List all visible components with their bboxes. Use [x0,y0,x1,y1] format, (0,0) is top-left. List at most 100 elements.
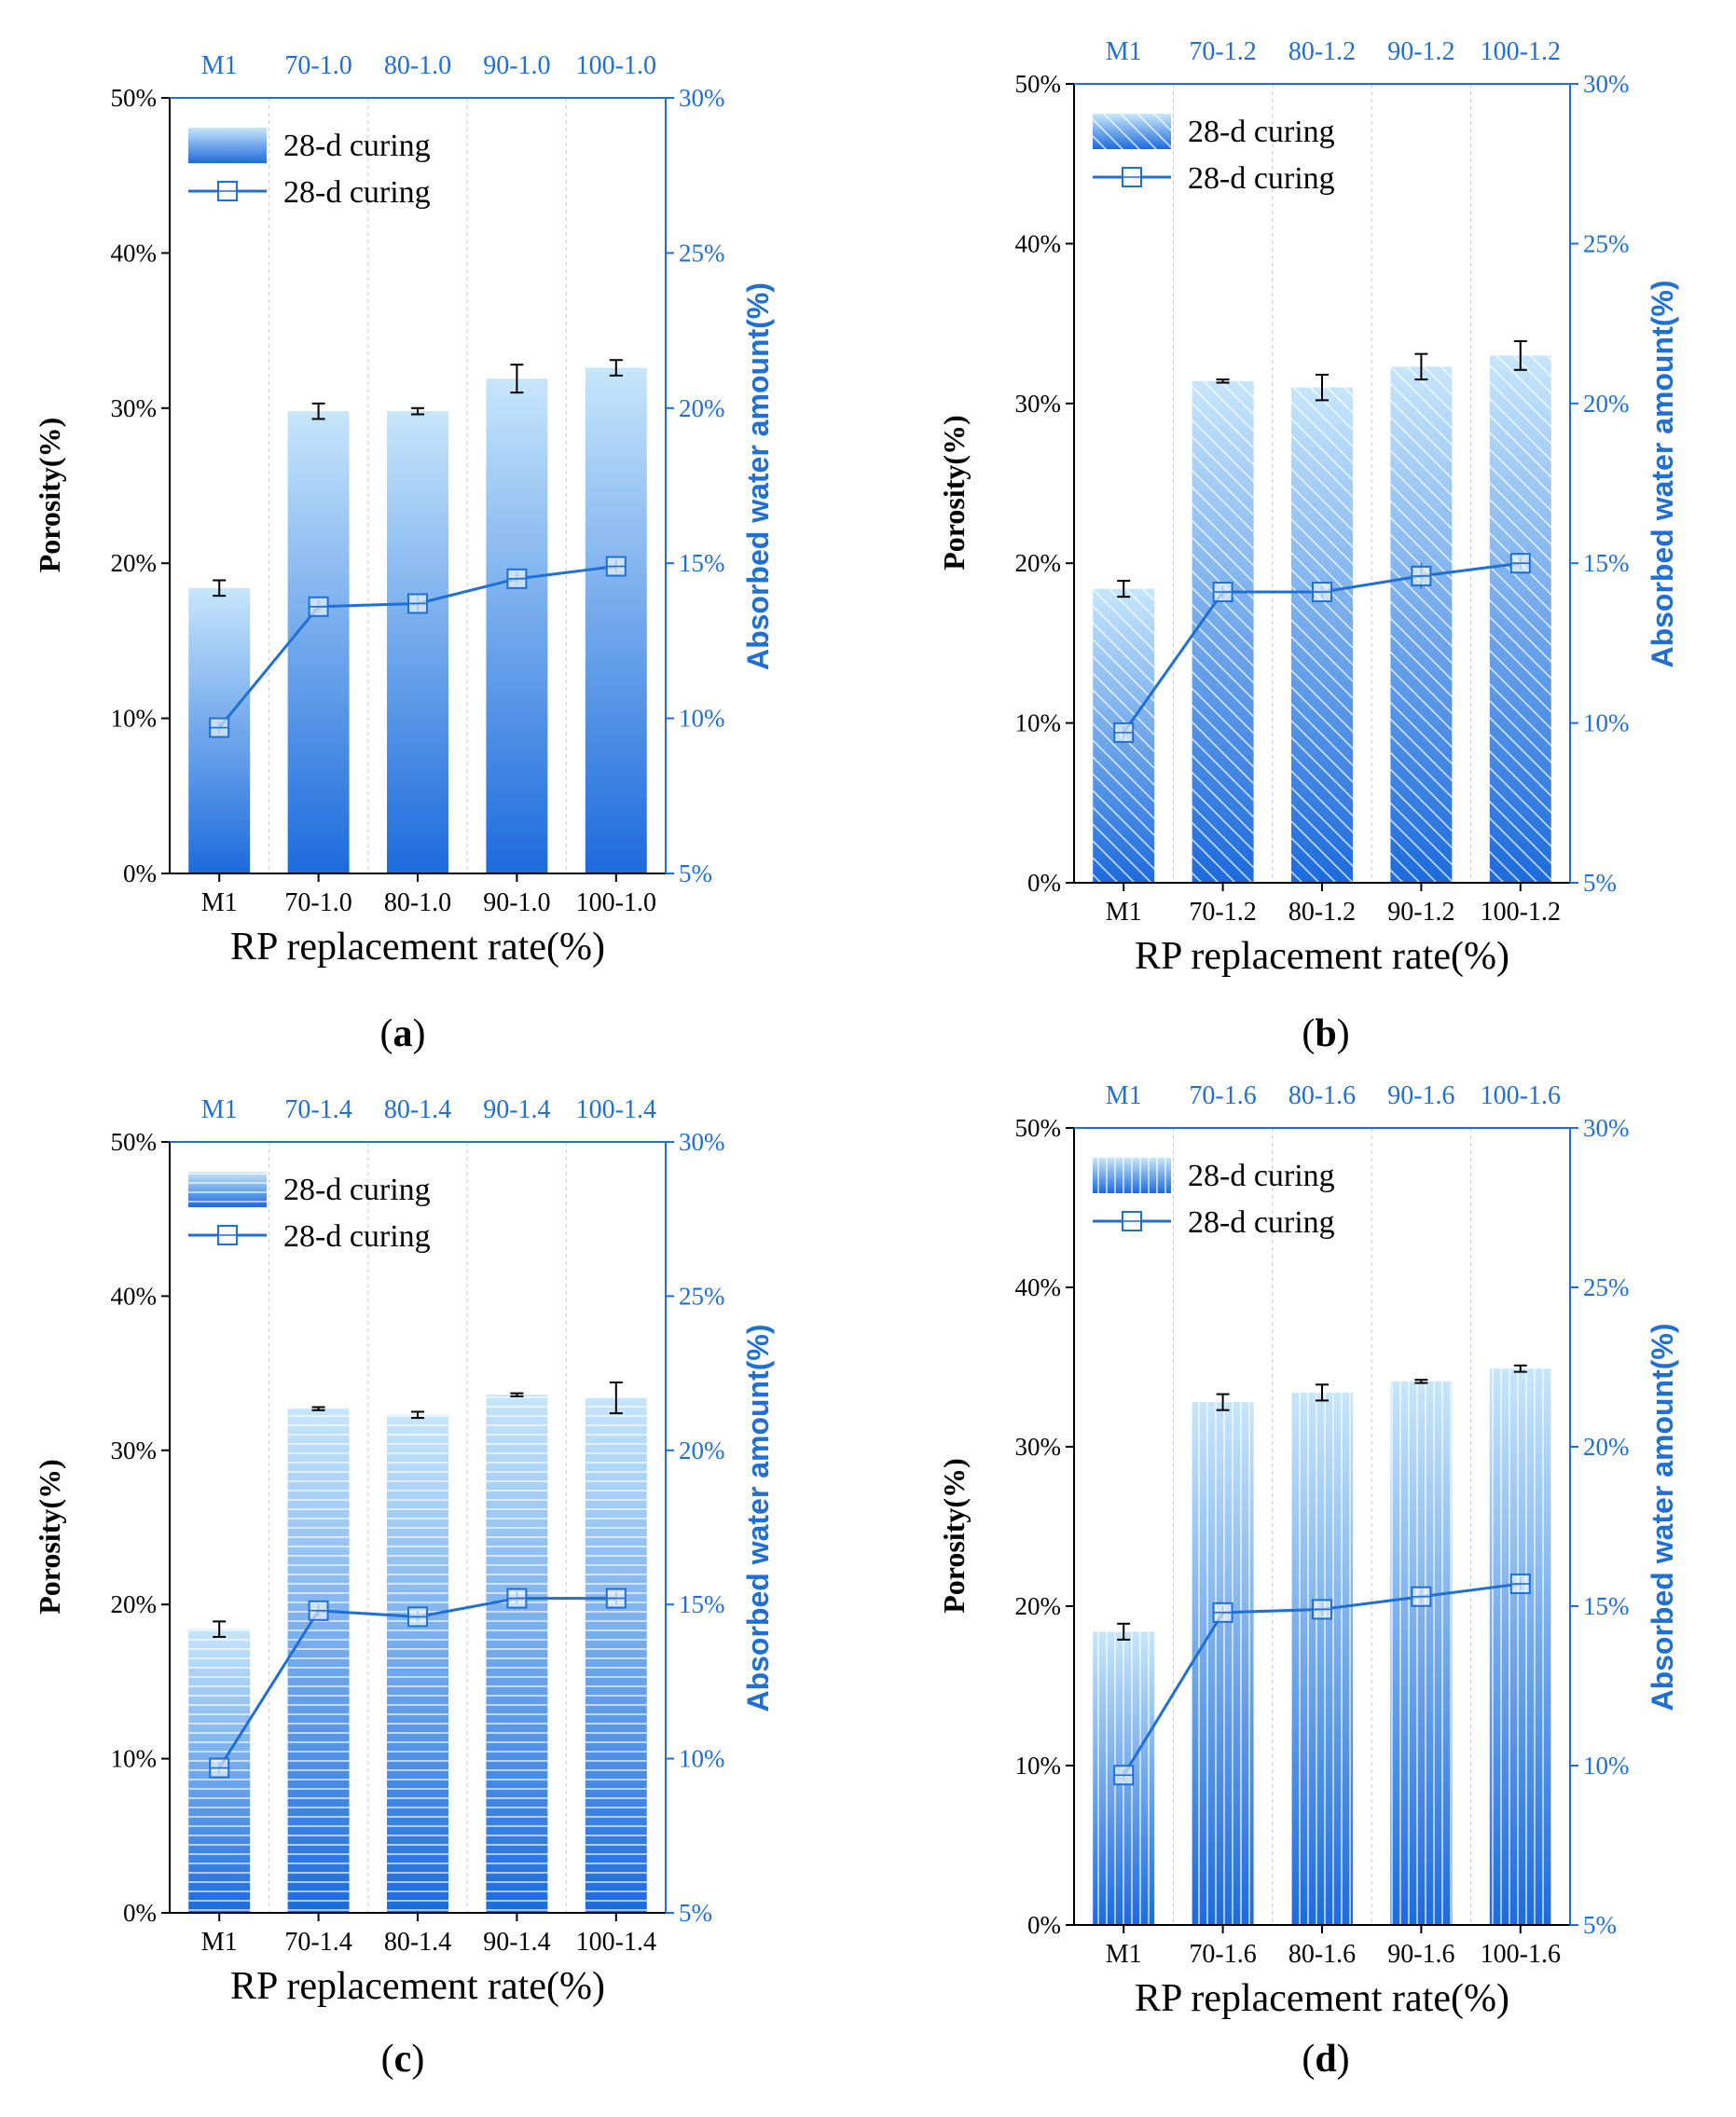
bar-90-1.0 [486,378,548,874]
left-tick-label: 0% [123,859,157,887]
right-tick-label: 15% [679,1590,725,1618]
right-tick-label: 30% [1583,70,1630,98]
bottom-category-label: 100-1.2 [1481,898,1561,927]
chart-panel-c: 0% 10% 20% 30% 40% 50% 5% 10% 15% 20% 25% 30% M1 M1 70… [33,1095,775,2008]
bottom-category-label: 90-1.2 [1387,898,1454,927]
bottom-category-label: 80-1.2 [1288,898,1356,927]
bottom-category-label: 70-1.6 [1189,1940,1256,1969]
top-category-label: M1 [1106,37,1142,66]
panel-caption-d: (d) [1302,2038,1350,2081]
bar-pattern-overlay [1489,355,1551,883]
left-tick-label: 50% [1015,70,1062,98]
left-tick-label: 20% [1015,1592,1062,1620]
top-category-label: 70-1.6 [1189,1081,1256,1110]
left-tick-label: 10% [111,705,158,733]
top-category-label: 80-1.0 [384,51,451,80]
bottom-category-label: 70-1.4 [284,1928,351,1957]
bar-pattern-overlay [1291,1392,1353,1925]
bar-pattern-overlay [1192,380,1254,884]
left-tick-label: 40% [111,1282,158,1310]
bottom-category-label: 100-1.6 [1481,1940,1561,1969]
top-category-label: 70-1.2 [1189,37,1256,66]
left-tick-label: 10% [1015,1752,1062,1780]
left-tick-label: 20% [111,549,158,577]
legend-line-label: 28-d curing [1188,161,1335,196]
legend-line-label: 28-d curing [283,1219,431,1254]
right-tick-label: 5% [679,859,712,887]
left-tick-label: 20% [111,1590,158,1618]
left-tick-label: 10% [111,1745,158,1773]
right-tick-label: 30% [679,1128,725,1156]
left-tick-label: 30% [111,394,158,422]
top-category-label: 100-1.4 [576,1095,656,1124]
legend-bar-pattern [1093,1158,1171,1193]
right-tick-label: 5% [679,1899,712,1927]
bar-pattern-overlay [1291,387,1353,883]
legend-line-label: 28-d curing [1188,1205,1335,1240]
left-tick-label: 30% [111,1437,158,1464]
bottom-category-label: 90-1.6 [1387,1940,1454,1969]
bottom-category-label: 80-1.0 [384,888,451,917]
y-axis-title-left: Porosity(%) [33,418,66,572]
bottom-category-label: 70-1.0 [284,888,351,917]
top-category-label: 90-1.0 [483,51,550,80]
top-category-label: 90-1.2 [1387,37,1454,66]
left-tick-label: 0% [1027,869,1061,897]
top-category-label: M1 [201,51,238,80]
legend-line-label: 28-d curing [283,175,431,210]
left-tick-label: 40% [1015,1273,1062,1301]
legend-bar-pattern [1093,114,1171,149]
right-tick-label: 20% [679,394,725,422]
bar-70-1.0 [287,411,350,873]
x-axis-title: RP replacement rate(%) [230,1965,605,2008]
bottom-category-label: 70-1.2 [1189,898,1256,927]
left-tick-label: 20% [1015,549,1062,577]
left-tick-label: 40% [1015,229,1062,257]
bar-80-1.0 [387,411,448,873]
right-tick-label: 5% [1583,869,1617,897]
bottom-category-label: 80-1.6 [1288,1940,1356,1969]
bar-pattern-overlay [287,1409,350,1913]
left-tick-label: 50% [1015,1114,1062,1142]
bottom-category-label: M1 [1106,1940,1142,1969]
legend-bar-label: 28-d curing [283,1173,431,1207]
bar-pattern-overlay [1192,1402,1254,1925]
y-axis-title-right: Absorbed water amount(%) [1646,280,1679,667]
top-category-label: 100-1.6 [1481,1081,1561,1110]
y-axis-title-right: Absorbed water amount(%) [741,282,775,670]
top-category-label: 80-1.6 [1288,1081,1356,1110]
right-tick-label: 15% [1583,549,1630,577]
top-category-label: 80-1.2 [1288,37,1356,66]
right-tick-label: 10% [1583,709,1630,737]
right-tick-label: 25% [679,1282,725,1310]
panel-caption-c: (c) [380,2038,425,2081]
top-category-label: 70-1.0 [284,51,351,80]
right-tick-label: 30% [679,84,725,112]
top-category-label: 80-1.4 [384,1095,451,1124]
bar-pattern-overlay [585,1397,647,1913]
bottom-category-label: 90-1.0 [483,888,550,917]
top-category-label: 100-1.2 [1481,37,1561,66]
x-axis-title: RP replacement rate(%) [230,926,605,969]
legend-bar-swatch [188,128,267,163]
left-tick-label: 50% [111,84,158,112]
legend-bar-pattern [188,1172,267,1207]
left-tick-label: 10% [1015,709,1062,737]
right-tick-label: 20% [679,1437,725,1464]
bottom-category-label: M1 [201,1928,238,1957]
left-tick-label: 30% [1015,1433,1062,1461]
right-tick-label: 10% [1583,1752,1630,1780]
right-tick-label: 15% [679,549,725,577]
right-tick-label: 10% [679,1745,725,1773]
bottom-category-label: 100-1.0 [576,888,656,917]
y-axis-title-left: Porosity(%) [937,415,971,570]
right-tick-label: 25% [1583,229,1630,257]
bottom-category-label: 80-1.4 [384,1928,451,1957]
bar-pattern-overlay [486,1395,548,1913]
x-axis-title: RP replacement rate(%) [1135,935,1509,978]
bottom-category-label: 100-1.4 [576,1928,656,1957]
top-category-label: 100-1.0 [576,51,656,80]
right-tick-label: 25% [1583,1273,1630,1301]
bottom-category-label: M1 [1106,898,1142,927]
